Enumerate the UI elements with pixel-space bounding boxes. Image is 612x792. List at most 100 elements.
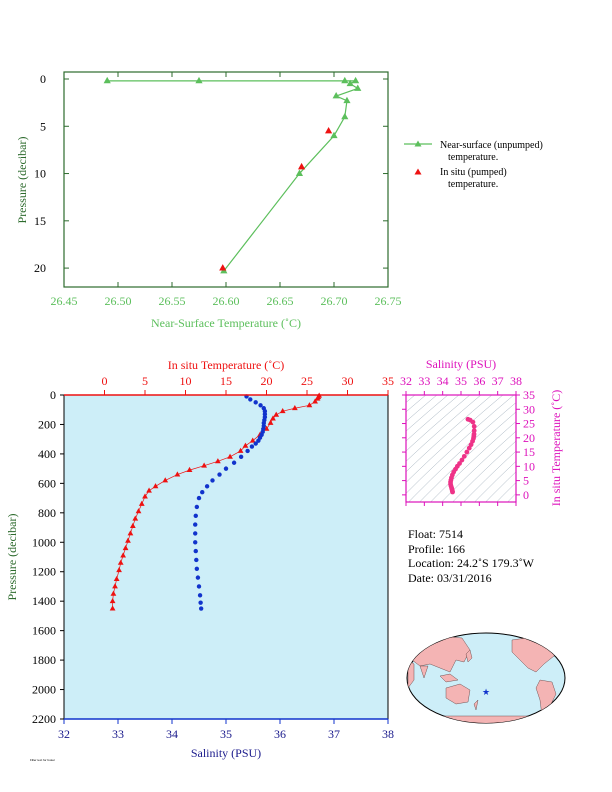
ts-temperature-axis-label: In situ Temperature (˚C) [549,390,563,507]
salinity-data-point [231,460,237,465]
legend-label-near-surface-line1: Near-surface (unpumped) [440,140,543,151]
temperature-data-point [125,537,131,543]
profile-pressure-tick-label: 1000 [32,535,56,549]
profile-number: Profile: 166 [408,541,465,556]
profile-chart: 0 5 10 15 20 25 30 35 32 33 34 35 36 37 38 0 200 400 600… [5,358,394,760]
ts-salinity-tick-label: 34 [437,374,449,388]
temperature-data-point [242,442,249,448]
temperature-data-point [279,408,286,414]
temperature-data-point [109,597,116,604]
map-japan [465,649,473,663]
ts-plot-background [406,395,516,502]
salinity-data-point [253,441,258,446]
profile-pressure-tick-label: 600 [38,476,56,490]
temperature-data-point [122,544,129,551]
temperature-data-point [249,437,256,443]
temperature-data-point [237,447,244,453]
profile-pressure-tick-label: 2200 [32,712,56,726]
salinity-data-point [195,575,201,580]
density-contour-line [452,440,516,502]
near-surface-x-axis-label: Near-Surface Temperature (˚C) [151,316,301,330]
footer-note: Filler text for footer [30,758,56,762]
near-surface-data-point [103,76,111,84]
temperature-data-point [273,411,280,417]
temperature-data-point [110,590,117,596]
ts-temperature-tick-label: 15 [523,445,535,459]
salinity-data-point [196,584,202,589]
salinity-data-point [223,466,229,471]
temperature-data-point [113,575,120,582]
density-contour-line [507,493,516,502]
map-indonesia [439,673,459,683]
density-contour-line [474,461,516,502]
ts-data-point [464,449,470,455]
ts-data-point [466,445,472,451]
temperature-data-point [138,500,145,506]
profile-salinity-tick-label: 37 [328,727,340,741]
temperature-data-point [186,466,193,473]
map-india [419,665,429,679]
profile-pressure-tick-label: 0 [50,388,56,402]
temperature-data-point [132,515,139,521]
profile-pressure-axis-label: Pressure (decibar) [5,514,19,601]
salinity-data-point [245,448,250,454]
ts-temperature-tick-label: 30 [523,402,535,416]
profile-temperature-tick-label: 35 [382,374,394,388]
salinity-data-point [258,403,263,408]
temperature-data-point [270,415,276,421]
density-contour-line [406,395,515,494]
near-surface-x-tick-label: 26.60 [213,294,240,308]
near-surface-y-tick-label: 0 [40,72,46,86]
temperature-data-point [109,605,116,611]
near-surface-y-tick-label: 10 [34,167,46,181]
ts-data-point [470,419,476,425]
temperature-data-point [117,559,124,565]
ts-salinity-tick-label: 37 [492,374,504,388]
profile-temperature-tick-label: 10 [180,374,192,388]
ts-temperature-tick-label: 20 [523,431,535,445]
profile-pressure-tick-label: 1600 [32,624,56,638]
profile-temperature-tick-label: 25 [301,374,313,388]
profile-salinity-tick-label: 36 [274,727,286,741]
temperature-data-point [174,471,181,477]
salinity-data-point [194,504,200,510]
density-contour-line [406,395,471,452]
legend-label-near-surface-line2: temperature. [448,152,498,163]
salinity-data-point [200,490,205,495]
near-surface-series-line [107,80,360,272]
density-contour-line [419,411,516,502]
salinity-data-point [197,593,203,598]
profile-temperature-tick-label: 30 [342,374,354,388]
map-antarctica [409,715,563,723]
salinity-data-point [193,540,198,545]
temperature-data-point [267,419,274,425]
profile-date: Date: 03/31/2016 [408,570,492,585]
salinity-data-point [210,478,215,483]
map-africa [407,659,415,689]
profile-salinity-tick-label: 35 [220,727,232,741]
salinity-data-point [193,531,198,536]
near-surface-x-tick-label: 26.55 [159,294,186,308]
temperature-data-point [162,477,169,483]
in-situ-data-point [325,127,333,134]
profile-temperature-tick-label: 20 [261,374,273,388]
float-location-star-icon: ★ [482,688,490,698]
near-surface-plot-frame [63,71,389,288]
temperature-data-point [127,530,134,536]
ts-salinity-tick-label: 35 [455,374,467,388]
salinity-data-point [238,454,244,460]
in-situ-data-point [298,162,306,170]
ts-temperature-tick-label: 25 [523,417,535,431]
temperature-data-point [146,487,152,493]
profile-pressure-tick-label: 2000 [32,683,56,697]
map-new-zealand [473,699,479,711]
profile-salinity-tick-label: 34 [166,727,178,741]
profile-pressure-tick-label: 400 [38,447,56,461]
salinity-data-point [256,438,261,443]
near-surface-legend: Near-surface (unpumped) temperature. In … [404,140,543,190]
ts-temperature-tick-label: 5 [523,474,529,488]
ts-density-contours [406,395,516,502]
near-surface-x-tick-label: 26.65 [267,294,294,308]
profile-pressure-tick-label: 200 [38,417,56,431]
salinity-data-point [196,495,202,501]
